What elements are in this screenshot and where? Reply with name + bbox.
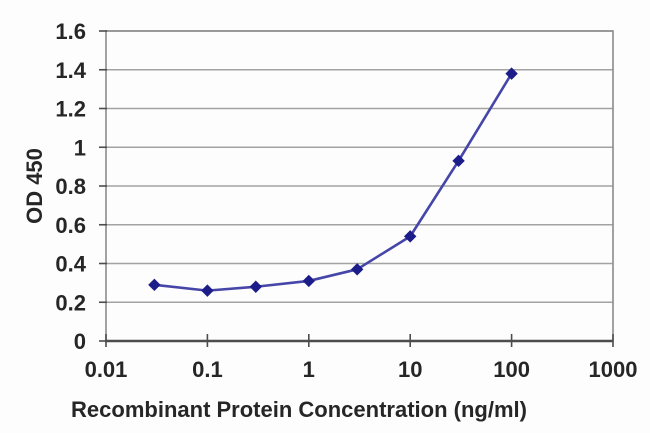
y-tick-label: 1.4 [55, 58, 86, 83]
data-point-marker [452, 154, 465, 168]
data-point-marker [148, 278, 161, 292]
x-tick-label: 10 [398, 357, 422, 382]
y-tick-label: 0.4 [55, 252, 86, 277]
y-axis-title: OD 450 [22, 148, 47, 224]
y-tick-label: 1.6 [55, 19, 86, 44]
y-tick-label: 0.2 [55, 290, 86, 315]
y-tick-label: 1.2 [55, 97, 86, 122]
y-tick-label: 0.6 [55, 213, 86, 238]
data-point-marker [403, 230, 417, 243]
x-tick-label: 1 [303, 357, 315, 382]
data-point-marker [350, 263, 364, 276]
y-tick-label: 0 [74, 329, 86, 354]
x-axis-title: Recombinant Protein Concentration (ng/ml… [71, 397, 527, 422]
data-point-marker [302, 274, 316, 288]
x-tick-label: 0.1 [192, 357, 223, 382]
y-tick-label: 1 [74, 135, 86, 160]
data-point-marker [505, 67, 518, 80]
x-tick-label: 1000 [589, 357, 638, 382]
y-tick-label: 0.8 [55, 174, 86, 199]
data-point-marker [201, 284, 214, 297]
data-point-marker [249, 280, 262, 293]
series-line [153, 72, 513, 292]
x-tick-label: 100 [493, 357, 530, 382]
x-tick-label: 0.01 [85, 357, 128, 382]
